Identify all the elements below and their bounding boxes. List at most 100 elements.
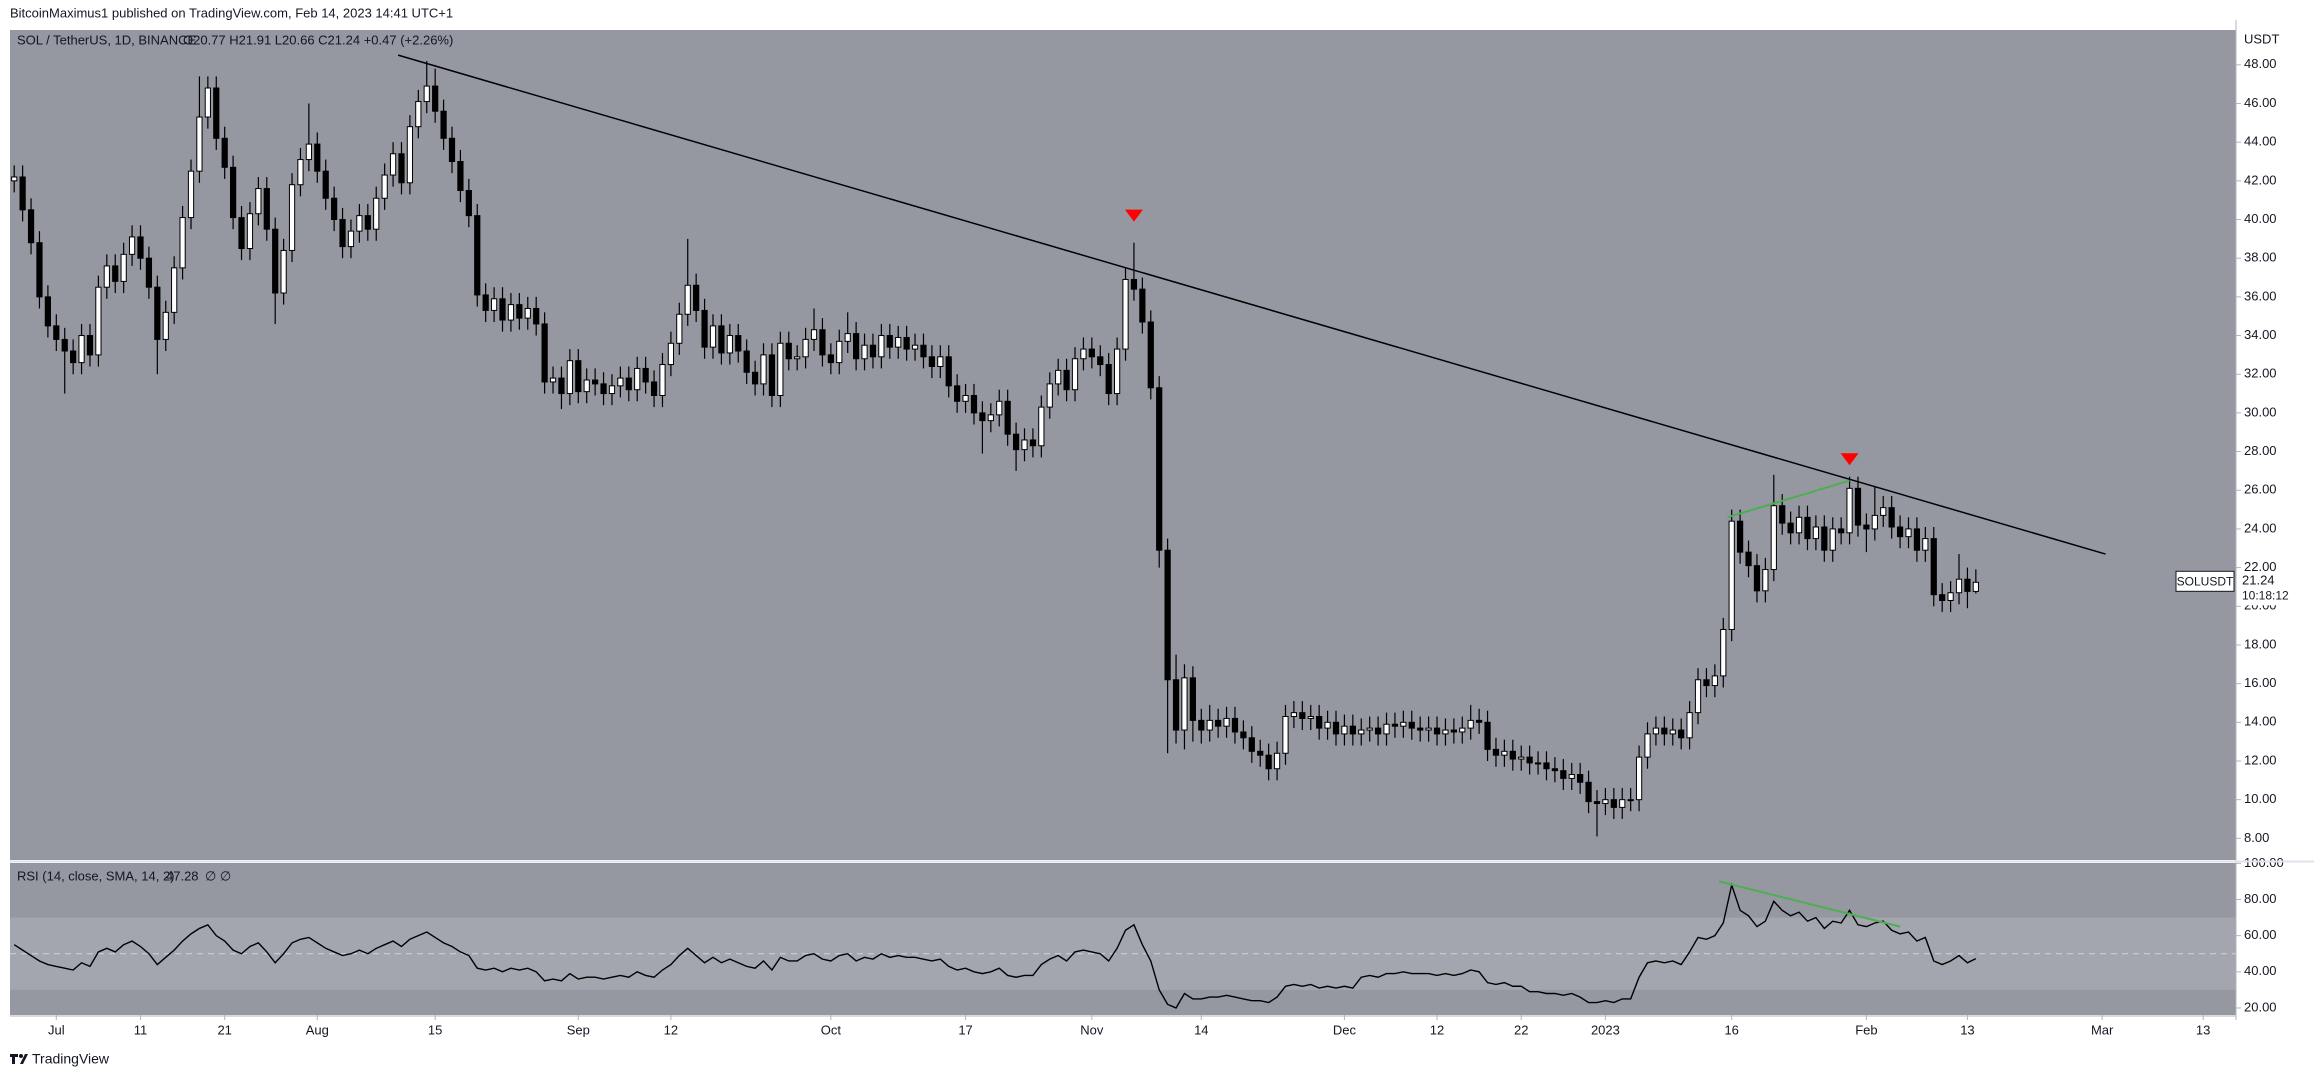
candle-body	[280, 249, 287, 294]
candle-body	[103, 265, 110, 288]
candle-body	[1189, 677, 1196, 721]
candle-body	[1408, 721, 1415, 729]
candle-body	[634, 367, 641, 391]
y-tick-label: 32.00	[2244, 366, 2277, 381]
candle-body	[701, 309, 708, 348]
candle-body	[1838, 528, 1845, 534]
candle-body	[1644, 733, 1651, 758]
logo-part	[12, 1054, 15, 1064]
candle-body	[78, 335, 85, 364]
candle-body	[1349, 725, 1356, 735]
candle-body	[541, 323, 548, 383]
candle-body	[1795, 516, 1803, 534]
candle-body	[398, 153, 405, 184]
candle-body	[1113, 348, 1121, 395]
candle-body	[1139, 288, 1146, 323]
trend-line	[397, 54, 2106, 555]
candle-body	[1509, 750, 1516, 760]
candle-body	[684, 284, 691, 315]
candle-body	[1299, 712, 1306, 719]
candle-body	[1787, 522, 1794, 534]
candle-body	[112, 265, 119, 282]
candle-body	[44, 296, 51, 327]
candle-body	[1762, 569, 1769, 592]
brand-name: TradingView	[32, 1051, 110, 1067]
x-tick-label: 22	[1514, 1022, 1528, 1037]
signal-marker	[1840, 453, 1859, 466]
candle-body	[1585, 781, 1592, 803]
candle-body	[1164, 549, 1171, 681]
candle-body	[1972, 581, 1979, 592]
x-tick-label: 21	[217, 1022, 231, 1037]
candle-body	[1071, 358, 1079, 391]
candle-body	[920, 344, 927, 358]
candle-body	[465, 190, 472, 217]
y-tick-label: 10.00	[2244, 791, 2277, 806]
candle-body	[1610, 799, 1617, 808]
panel-content	[10, 880, 2236, 1009]
candle-body	[1728, 520, 1735, 630]
candle-body	[853, 333, 860, 360]
candle-body	[962, 394, 969, 402]
candle-body	[27, 209, 35, 244]
candle-body	[1577, 774, 1584, 783]
logo-part	[19, 1054, 23, 1058]
candle-body	[1021, 439, 1028, 451]
candle-body	[869, 344, 877, 358]
candle-body	[53, 325, 60, 340]
candle-body	[709, 325, 717, 348]
candle-body	[592, 379, 599, 385]
candle-body	[1442, 729, 1449, 735]
candle-body	[1467, 719, 1474, 729]
candle-body	[667, 342, 675, 366]
highlight-line	[1718, 880, 1901, 928]
price-tag-countdown: 10:18:12	[2242, 588, 2289, 602]
candle-body	[474, 215, 481, 296]
candle-body	[549, 377, 557, 383]
candle-body	[415, 101, 422, 128]
candle-body	[1534, 762, 1542, 765]
candle-body	[187, 170, 195, 219]
x-tick-label: 15	[428, 1022, 442, 1037]
candle-body	[1029, 439, 1037, 447]
candle-body	[272, 228, 279, 294]
candle-body	[322, 170, 329, 199]
candle-body	[693, 284, 700, 311]
axis-unit: USDT	[2244, 31, 2279, 46]
x-tick-label: 11	[134, 1022, 148, 1037]
candle-body	[1172, 679, 1180, 731]
x-tick-label: Dec	[1333, 1022, 1357, 1037]
x-tick-label: 12	[1430, 1022, 1444, 1037]
x-tick-label: Sep	[567, 1022, 590, 1037]
candle-body	[1366, 727, 1373, 731]
y-tick-label: 14.00	[2244, 714, 2277, 729]
candle-body	[1450, 729, 1457, 733]
y-tick-label: 8.00	[2244, 830, 2269, 845]
candle-body	[1913, 528, 1921, 551]
candle-body	[566, 360, 573, 395]
candle-body	[221, 137, 228, 168]
x-tick-label: 12	[664, 1022, 678, 1037]
x-tick-label: 2023	[1591, 1022, 1620, 1037]
candle-body	[19, 176, 26, 211]
candle-body	[120, 253, 127, 282]
candle-body	[457, 161, 464, 192]
candle-body	[1694, 679, 1702, 714]
candle-body	[1518, 756, 1525, 760]
candle-body	[1922, 538, 1929, 551]
y-tick-label: 80.00	[2244, 891, 2277, 906]
candle-body	[777, 342, 784, 396]
candle-body	[794, 356, 801, 360]
candle-body	[735, 335, 742, 352]
candle-body	[356, 215, 363, 232]
candle-body	[1097, 356, 1104, 366]
x-tick-label: 13	[1960, 1022, 1974, 1037]
y-tick-label: 16.00	[2244, 675, 2277, 690]
y-tick-label: 28.00	[2244, 443, 2277, 458]
price-tag	[2237, 571, 2291, 606]
candle-body	[1821, 526, 1828, 551]
candle-body	[878, 335, 885, 358]
x-tick-label: Nov	[1080, 1022, 1104, 1037]
candle-body	[1484, 721, 1491, 750]
